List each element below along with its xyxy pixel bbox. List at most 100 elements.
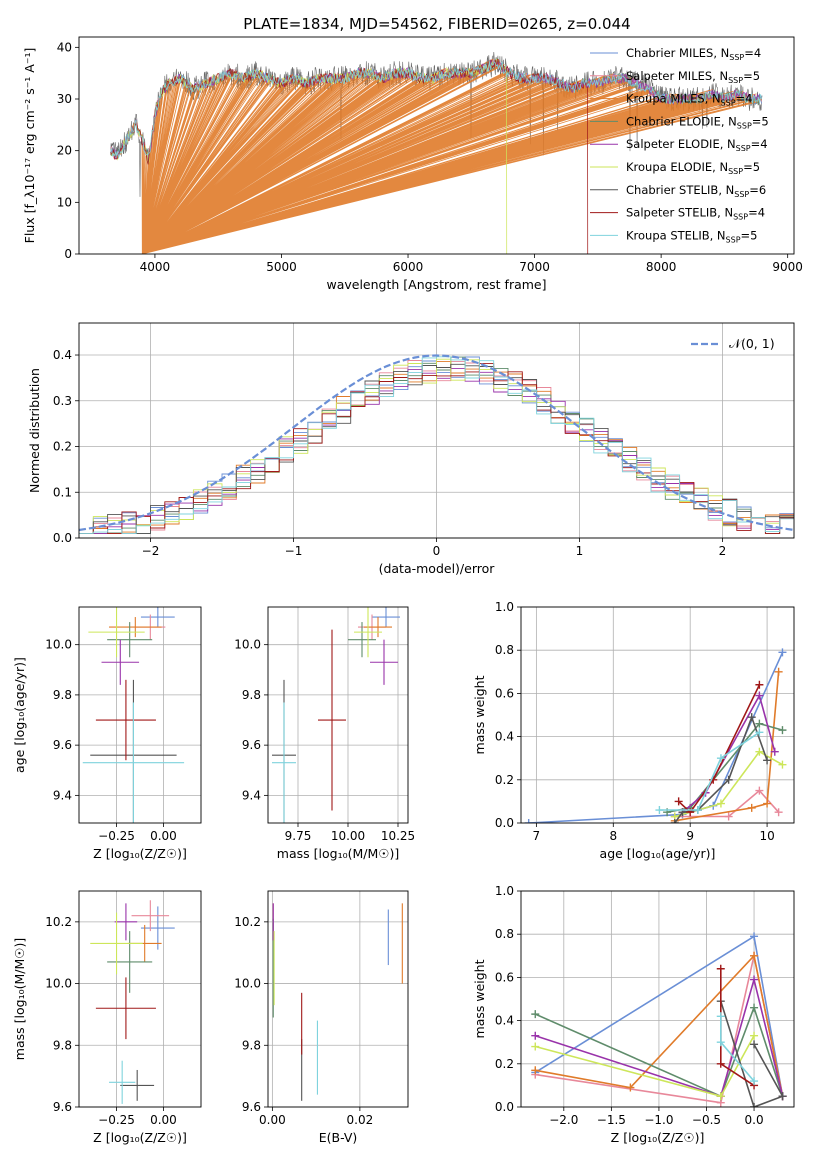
errorbar-salpeter-stelib	[318, 629, 346, 811]
weight-line-chabrier-stelib	[720, 1000, 784, 1107]
y-tick-label: 10	[57, 195, 72, 209]
figure-title: PLATE=1834, MJD=54562, FIBERID=0265, z=0…	[243, 15, 630, 33]
y-tick-label: 9.6	[242, 1100, 261, 1114]
plot-area-age-vs-Z	[82, 607, 185, 823]
spectrum-line-kroupa-miles	[110, 58, 762, 254]
weight-point	[750, 1031, 759, 1040]
y-tick-label: 0.4	[53, 348, 72, 362]
y-tick-label: 0.2	[495, 1057, 514, 1071]
y-tick-label: 0.3	[53, 394, 72, 408]
weight-point	[655, 806, 664, 815]
errorbar-salpeter-miles	[131, 900, 170, 932]
x-tick-label: 0.02	[347, 1113, 374, 1127]
y-tick-label: 0.2	[495, 773, 514, 787]
y-tick-label: 9.8	[242, 1038, 261, 1052]
weight-point	[774, 808, 783, 817]
weight-point	[747, 803, 756, 812]
errorbar-chabrier-miles	[140, 607, 175, 628]
errorbar-kroupa-miles	[364, 617, 392, 638]
x-tick-label: 7000	[519, 260, 550, 274]
panel-mass-vs-Z: −0.25 0.00 9.6 9.8 10.0 10.2 Z [log₁₀(Z/Z☉)] ma…	[12, 890, 202, 1145]
weight-point	[716, 754, 725, 763]
histogram-chabrier-stelib	[79, 363, 794, 534]
x-tick-label: 10.00	[331, 829, 365, 843]
y-tick-label: 9.8	[242, 688, 261, 702]
weight-point	[755, 719, 764, 728]
weight-point	[531, 1031, 540, 1040]
panel-age-vs-mass: 9.75 10.00 10.25 9.4 9.6 9.8 10.0 mass [log₁₀(M…	[234, 606, 415, 861]
errorbar-salpeter-elodie	[370, 639, 398, 685]
panel-mass-vs-ebv: 0.00 0.02 9.6 9.8 10.0 10.2 E(B-V)	[234, 890, 409, 1145]
x-tick-label: 10	[759, 829, 774, 843]
weight-point	[750, 1040, 759, 1049]
y-tick-label: 9.4	[242, 788, 261, 802]
y-tick-label: 9.6	[242, 738, 261, 752]
y-tick-label: 0.4	[495, 730, 514, 744]
weight-point	[763, 799, 772, 808]
weight-point	[755, 747, 764, 756]
plot-area-weight-vs-Z	[531, 932, 787, 1107]
x-tick-label: 9.75	[285, 829, 312, 843]
y-axis-label: Flux [f_λ10⁻¹⁷ erg cm⁻² s⁻¹ A⁻¹]	[22, 48, 37, 244]
errorbar-salpeter-stelib	[95, 977, 156, 1040]
errorbar-kroupa-stelib	[109, 1060, 136, 1104]
panel-residuals: −2 −1 0 1 2 0.0 0.1 0.2 0.3 0.4 (data-model)/error…	[27, 322, 795, 576]
histogram-kroupa-elodie	[79, 358, 794, 534]
weight-point	[750, 951, 759, 960]
x-tick-label: 1	[576, 544, 584, 558]
weight-point	[770, 747, 779, 756]
weight-line-kroupa-miles	[535, 954, 784, 1097]
axes-frame	[520, 890, 795, 1108]
weight-line-salpeter-elodie	[681, 693, 776, 813]
x-axis-label: Z [log₁₀(Z/Z☉)]	[611, 1130, 705, 1145]
y-tick-label: 0.8	[495, 643, 514, 657]
errorbar-salpeter-stelib	[95, 679, 156, 761]
errorbar-kroupa-stelib	[82, 702, 185, 823]
legend-label: Chabrier MILES, NSSP=4	[626, 46, 761, 62]
weight-point	[778, 760, 787, 769]
x-tick-label: −2	[142, 544, 160, 558]
y-tick-label: 10.0	[234, 638, 261, 652]
weight-line-salpeter-stelib	[678, 684, 761, 814]
legend-label: Chabrier STELIB, NSSP=6	[626, 183, 766, 199]
weight-point	[750, 975, 759, 984]
histogram-chabrier-elodie	[79, 356, 794, 534]
weight-point	[747, 713, 756, 722]
spectrum-line-kroupa-stelib	[110, 61, 762, 159]
weight-point	[531, 1010, 540, 1019]
axes-frame	[267, 606, 409, 824]
weight-point	[755, 786, 764, 795]
weight-point	[626, 1083, 635, 1092]
plot-area-residuals	[79, 354, 794, 534]
weight-line-chabrier-stelib	[674, 714, 768, 823]
x-axis-label: (data-model)/error	[379, 561, 496, 576]
errorbar-chabrier-elodie	[348, 622, 376, 658]
x-tick-label: 7	[533, 829, 541, 843]
panel-weight-vs-Z: −2.0 −1.5 −1.0 −0.5 0.0 0.0 0.2 0.4 0.6 0.8 1.0 Z […	[472, 884, 795, 1145]
normal-reference-curve	[79, 354, 794, 532]
errorbar-salpeter-elodie	[101, 639, 140, 685]
weight-point	[670, 819, 679, 823]
x-tick-label: 4000	[140, 260, 171, 274]
x-tick-label: −0.25	[98, 829, 135, 843]
plot-area-mass-vs-ebv	[272, 903, 403, 1101]
legend-label: Salpeter STELIB, NSSP=4	[626, 206, 765, 222]
y-tick-label: 30	[57, 92, 72, 106]
weight-point	[755, 680, 764, 689]
weight-point	[693, 806, 702, 815]
axes-frame	[520, 606, 795, 824]
y-axis-label: mass weight	[472, 675, 487, 754]
legend-label: 𝒩(0, 1)	[729, 336, 775, 351]
histogram-kroupa-stelib	[79, 356, 794, 534]
weight-point	[724, 812, 733, 821]
y-tick-label: 40	[57, 40, 72, 54]
x-tick-label: 6000	[393, 260, 424, 274]
panel-weight-vs-age: 7 8 9 10 0.0 0.2 0.4 0.6 0.8 1.0 age [log₁₀(age/yr…	[472, 600, 795, 861]
weight-point	[778, 1092, 787, 1101]
y-tick-label: 9.8	[53, 688, 72, 702]
errorbar-kroupa-miles	[109, 617, 162, 638]
x-tick-label: −1.5	[597, 1113, 626, 1127]
y-tick-label: 1.0	[495, 884, 514, 898]
weight-point	[750, 1077, 759, 1086]
y-tick-label: 0.6	[495, 686, 514, 700]
